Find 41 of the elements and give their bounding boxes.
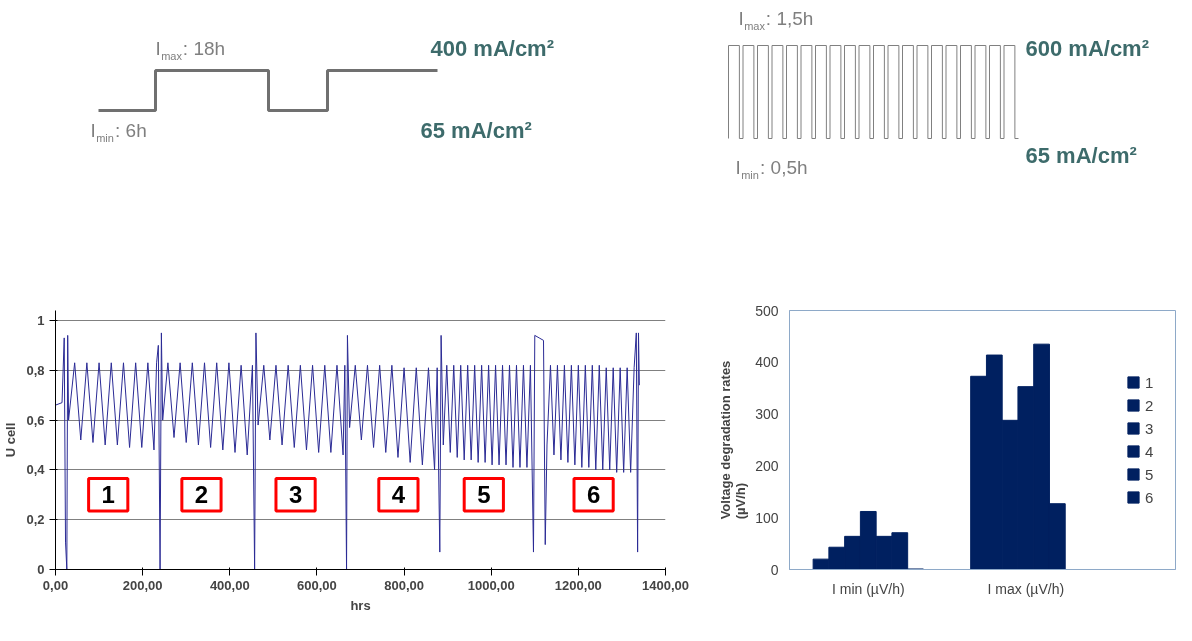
y-tick-label: 0 bbox=[37, 562, 45, 577]
text: 600 mA/cm² bbox=[1025, 36, 1150, 61]
x-axis-title: hrs bbox=[350, 597, 371, 613]
x-tick-label: 1200,00 bbox=[554, 577, 602, 593]
y-tick-label: 500 bbox=[755, 302, 779, 319]
legend-label: 4 bbox=[1145, 442, 1155, 460]
legend-label: 6 bbox=[1145, 488, 1155, 506]
x-tick-label: I min (µV/h) bbox=[831, 580, 905, 597]
annotation: 2 bbox=[194, 481, 209, 509]
legend-label: 5 bbox=[1145, 465, 1155, 483]
annotation: 6 bbox=[586, 481, 601, 509]
annotation: 4 bbox=[391, 481, 406, 509]
y-tick-label: 200 bbox=[755, 457, 779, 474]
annotation: 1 bbox=[101, 481, 115, 509]
x-tick-label: 1000,00 bbox=[467, 577, 515, 593]
x-tick-label: 1400,00 bbox=[642, 577, 689, 593]
x-tick-label: 400,00 bbox=[209, 577, 250, 593]
legend-label: 2 bbox=[1145, 396, 1155, 414]
y-tick-label: 100 bbox=[755, 509, 779, 526]
annotation: 5 bbox=[477, 481, 491, 509]
annotation: 3 bbox=[288, 481, 303, 509]
y-tick-label: 0 bbox=[770, 561, 779, 578]
text: 65 mA/cm² bbox=[420, 118, 532, 143]
text: 400 mA/cm² bbox=[430, 36, 555, 61]
x-tick-label: 600,00 bbox=[297, 577, 337, 593]
y-tick-label: 300 bbox=[755, 406, 779, 423]
legend-label: 3 bbox=[1145, 419, 1155, 437]
y-tick-label: 1 bbox=[37, 312, 45, 328]
y-tick-label: 0,6 bbox=[26, 412, 45, 428]
text: 65 mA/cm² bbox=[1025, 143, 1137, 168]
y-tick-label: 0,8 bbox=[26, 362, 45, 378]
y-tick-label: 0,4 bbox=[26, 462, 46, 478]
y-tick-label: 0,2 bbox=[26, 512, 45, 528]
x-tick-label: I max (µV/h) bbox=[987, 580, 1065, 597]
x-tick-label: 0,00 bbox=[42, 577, 69, 593]
y-axis-title: U cell bbox=[3, 422, 19, 458]
legend-label: 1 bbox=[1145, 373, 1155, 391]
y-tick-label: 400 bbox=[755, 354, 779, 371]
x-tick-label: 200,00 bbox=[122, 577, 163, 593]
y-axis-title: Voltage degradation rates (µV/h) bbox=[717, 360, 748, 520]
x-tick-label: 800,00 bbox=[384, 577, 424, 593]
